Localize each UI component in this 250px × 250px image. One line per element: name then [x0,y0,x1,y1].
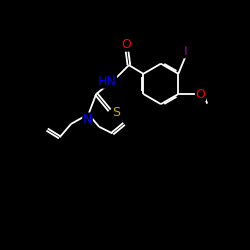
Text: O: O [121,38,131,51]
Text: I: I [184,45,188,58]
Text: N: N [83,113,92,126]
Text: O: O [196,88,205,101]
Text: HN: HN [98,75,116,88]
Text: S: S [112,106,120,119]
